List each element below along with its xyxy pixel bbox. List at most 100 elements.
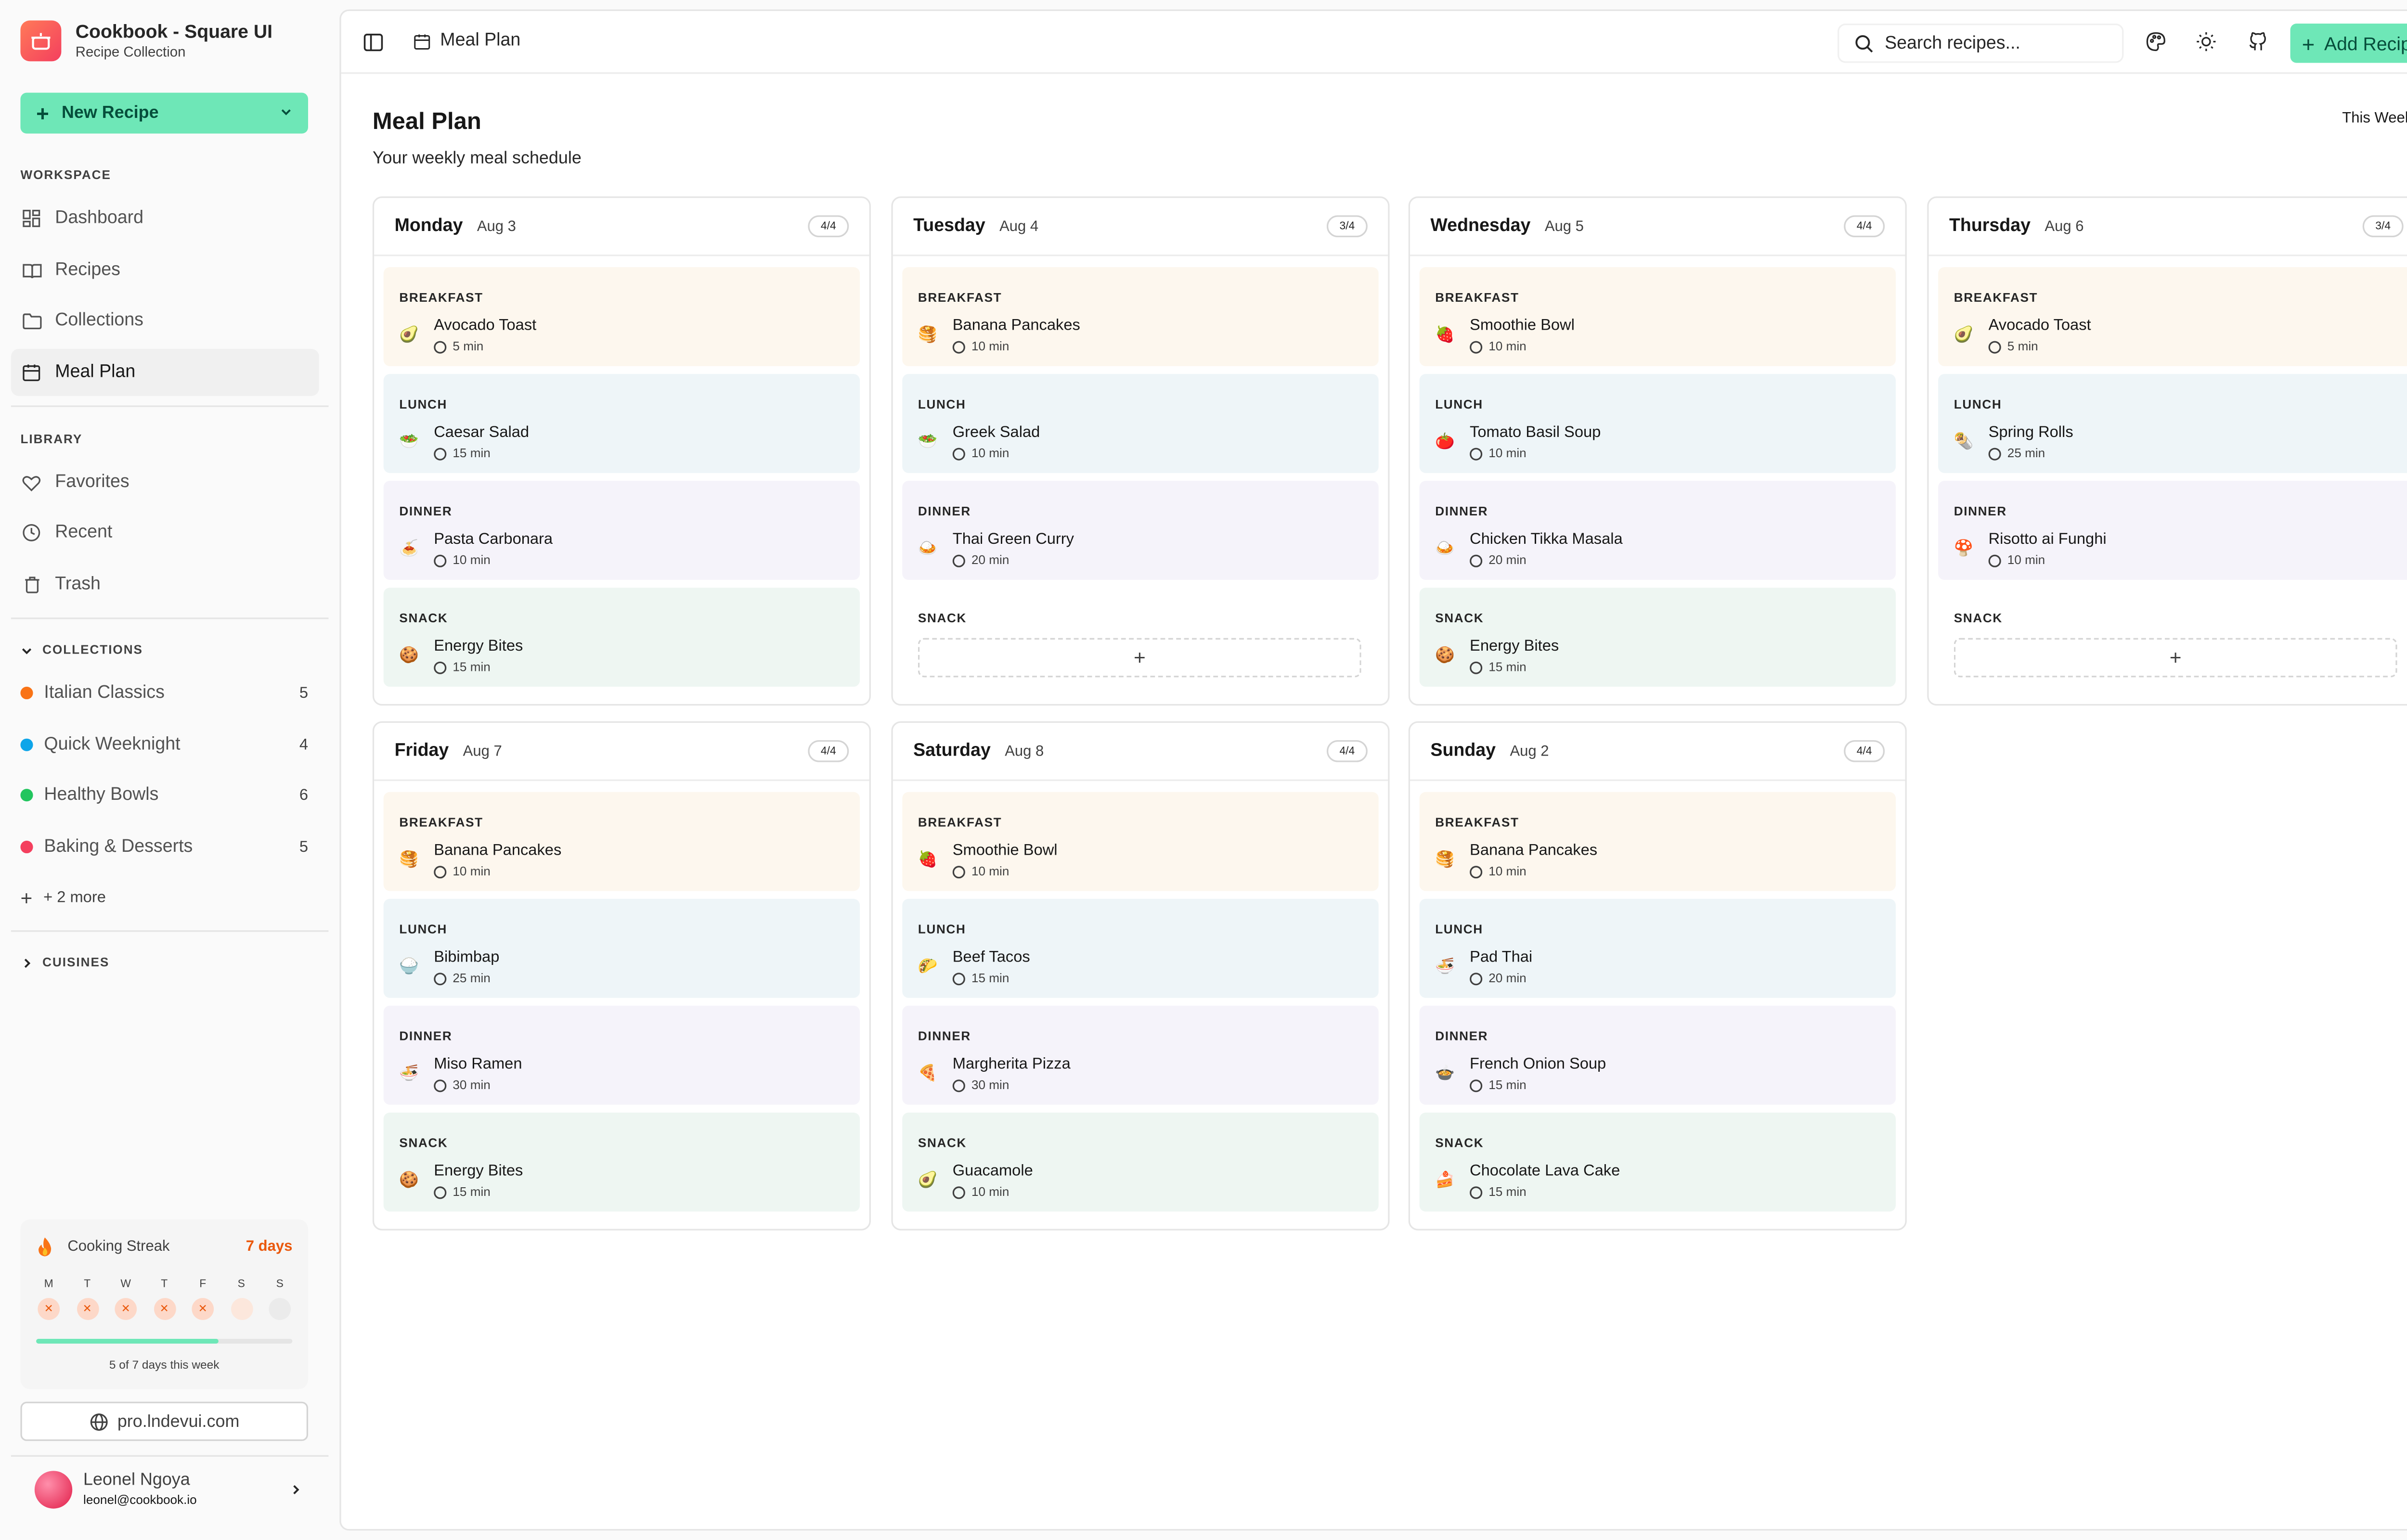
- meal-slot-lunch[interactable]: LUNCH 🍅 Tomato Basil Soup 10 min: [1419, 374, 1896, 473]
- add-meal-button[interactable]: +: [1954, 638, 2397, 678]
- github-icon[interactable]: [2248, 31, 2268, 51]
- streak-day-label: W: [120, 1279, 131, 1290]
- day-card-header: Sunday Aug 2 4/4: [1410, 723, 1905, 781]
- day-card-thursday: Thursday Aug 6 3/4 BREAKFAST 🥑 Avocado Toast 5…: [1927, 196, 2407, 706]
- food-icon: 🌯: [1954, 434, 1974, 451]
- meal-slot-dinner[interactable]: DINNER 🍲 French Onion Soup 15 min: [1419, 1005, 1896, 1105]
- food-icon: 🍪: [399, 1172, 419, 1190]
- clock-icon: [434, 340, 447, 353]
- streak-day-label: F: [199, 1279, 207, 1290]
- meal-slot-lunch[interactable]: LUNCH 🍜 Pad Thai 20 min: [1419, 898, 1896, 998]
- meal-slot-lunch[interactable]: LUNCH 🥗 Caesar Salad 15 min: [383, 374, 860, 473]
- food-icon: 🥑: [1954, 327, 1974, 345]
- add-recipe-button[interactable]: + Add Recipe: [2290, 23, 2407, 63]
- day-card-saturday: Saturday Aug 8 4/4 BREAKFAST 🍓 Smoothie Bowl 1…: [891, 721, 1390, 1231]
- recipe-name: Chocolate Lava Cake: [1470, 1163, 1620, 1181]
- nav-item-dashboard[interactable]: Dashboard: [11, 195, 319, 242]
- brand-subtitle: Recipe Collection: [75, 44, 186, 60]
- meal-slot-breakfast[interactable]: BREAKFAST 🍓 Smoothie Bowl 10 min: [1419, 267, 1896, 366]
- collection-item-italian-classics[interactable]: Italian Classics 5: [20, 677, 308, 708]
- palette-icon[interactable]: [2146, 31, 2166, 51]
- collection-item-quick-weeknight[interactable]: Quick Weeknight 4: [20, 729, 308, 760]
- collection-color-dot: [20, 840, 33, 854]
- meal-type-label: DINNER: [918, 504, 971, 519]
- meal-slot-breakfast[interactable]: BREAKFAST 🥑 Avocado Toast 5 min: [383, 267, 860, 366]
- meal-type-label: BREAKFAST: [399, 291, 483, 305]
- meal-slot-dinner[interactable]: DINNER 🍕 Margherita Pizza 30 min: [902, 1005, 1379, 1105]
- meal-slot-dinner[interactable]: DINNER 🍛 Thai Green Curry 20 min: [902, 481, 1379, 580]
- nav-item-favorites[interactable]: Favorites: [11, 459, 319, 506]
- recipe-time: 20 min: [1470, 553, 1527, 567]
- chevron-right-icon: [289, 1476, 302, 1504]
- day-date: Aug 8: [1005, 742, 1044, 760]
- clock-icon: [20, 523, 42, 542]
- meal-type-label: BREAKFAST: [1435, 815, 1519, 830]
- brand[interactable]: Cookbook - Square UI Recipe Collection: [20, 20, 272, 62]
- clock-icon: [434, 1185, 447, 1198]
- meal-slot-lunch[interactable]: LUNCH 🌯 Spring Rolls 25 min: [1938, 374, 2407, 473]
- meal-slot-lunch[interactable]: LUNCH 🍚 Bibimbap 25 min: [383, 898, 860, 998]
- utensils-icon: ✕: [192, 1298, 214, 1320]
- meal-slot-dinner[interactable]: DINNER 🍜 Miso Ramen 30 min: [383, 1005, 860, 1105]
- nav-item-recent[interactable]: Recent: [11, 509, 319, 556]
- nav-item-meal-plan[interactable]: Meal Plan: [11, 348, 319, 396]
- website-link[interactable]: pro.lndevui.com: [20, 1401, 308, 1441]
- meal-slot-snack[interactable]: SNACK 🥑 Guacamole 10 min: [902, 1112, 1379, 1212]
- meal-slot-lunch[interactable]: LUNCH 🌮 Beef Tacos 15 min: [902, 898, 1379, 998]
- show-more-collections[interactable]: + + 2 more: [20, 886, 105, 910]
- clock-icon: [1470, 661, 1483, 674]
- recipe-time-value: 10 min: [1488, 446, 1527, 461]
- collection-count: 5: [299, 838, 308, 856]
- recipe-time-value: 10 min: [1488, 339, 1527, 354]
- search-input[interactable]: Search recipes...: [1838, 23, 2124, 63]
- meal-slot-dinner[interactable]: DINNER 🍝 Pasta Carbonara 10 min: [383, 481, 860, 580]
- streak-day-label: S: [276, 1279, 284, 1290]
- breadcrumb: Meal Plan: [414, 31, 520, 50]
- meal-slot-breakfast[interactable]: BREAKFAST 🥞 Banana Pancakes 10 min: [902, 267, 1379, 366]
- cooking-streak-card: Cooking Streak 7 days M ✕ T ✕ W ✕ T ✕ F ✕ S S 5 of …: [20, 1219, 308, 1389]
- nav-item-trash[interactable]: Trash: [11, 561, 319, 608]
- utensils-icon: ✕: [153, 1298, 176, 1320]
- sidebar-toggle-icon[interactable]: [363, 31, 383, 60]
- meal-slot-breakfast[interactable]: BREAKFAST 🥑 Avocado Toast 5 min: [1938, 267, 2407, 366]
- new-recipe-button[interactable]: + New Recipe: [20, 92, 308, 134]
- meal-slot-dinner[interactable]: DINNER 🍛 Chicken Tikka Masala 20 min: [1419, 481, 1896, 580]
- clock-icon: [952, 554, 965, 567]
- meal-type-label: DINNER: [399, 504, 453, 519]
- collection-color-dot: [20, 738, 33, 751]
- meal-type-label: BREAKFAST: [918, 291, 1002, 305]
- food-icon: 🍜: [1435, 958, 1455, 976]
- utensils-icon: ✕: [115, 1298, 137, 1320]
- meal-slot-snack[interactable]: SNACK 🍪 Energy Bites 15 min: [383, 1112, 860, 1212]
- day-card-friday: Friday Aug 7 4/4 BREAKFAST 🥞 Banana Pancakes 1…: [372, 721, 871, 1231]
- meal-slot-dinner[interactable]: DINNER 🍄 Risotto ai Funghi 10 min: [1938, 481, 2407, 580]
- meal-slot-snack[interactable]: SNACK 🍪 Energy Bites 15 min: [1419, 588, 1896, 687]
- food-icon: 🌮: [918, 958, 938, 976]
- meal-type-label: SNACK: [1954, 611, 2003, 626]
- recipe-time: 10 min: [1988, 553, 2045, 567]
- plus-icon: +: [20, 886, 33, 910]
- nav-item-recipes[interactable]: Recipes: [11, 247, 319, 294]
- collection-item-baking-desserts[interactable]: Baking & Desserts 5: [20, 831, 308, 862]
- recipe-name: Energy Bites: [434, 1163, 523, 1181]
- meal-slot-snack[interactable]: SNACK 🍰 Chocolate Lava Cake 15 min: [1419, 1112, 1896, 1212]
- sun-icon[interactable]: [2196, 31, 2216, 51]
- meal-slot-breakfast[interactable]: BREAKFAST 🥞 Banana Pancakes 10 min: [1419, 792, 1896, 891]
- meal-type-label: DINNER: [1435, 504, 1488, 519]
- cuisines-section-toggle[interactable]: CUISINES: [20, 955, 109, 970]
- add-meal-button[interactable]: +: [918, 638, 1361, 678]
- recipe-time: 5 min: [434, 339, 483, 354]
- user-menu[interactable]: Leonel Ngoya leonel@cookbook.io: [34, 1471, 302, 1509]
- food-icon: 🍪: [399, 647, 419, 665]
- clock-icon: [1470, 340, 1483, 353]
- collections-section-toggle[interactable]: COLLECTIONS: [20, 643, 142, 657]
- meal-type-label: SNACK: [1435, 1136, 1484, 1151]
- collection-item-healthy-bowls[interactable]: Healthy Bowls 6: [20, 780, 308, 811]
- nav-item-collections[interactable]: Collections: [11, 297, 319, 344]
- meal-slot-lunch[interactable]: LUNCH 🥗 Greek Salad 10 min: [902, 374, 1379, 473]
- meal-slot-breakfast[interactable]: BREAKFAST 🥞 Banana Pancakes 10 min: [383, 792, 860, 891]
- food-icon: 🍓: [918, 851, 938, 869]
- meal-slot-snack[interactable]: SNACK 🍪 Energy Bites 15 min: [383, 588, 860, 687]
- meal-slot-breakfast[interactable]: BREAKFAST 🍓 Smoothie Bowl 10 min: [902, 792, 1379, 891]
- week-selector[interactable]: This Week: [2342, 110, 2407, 128]
